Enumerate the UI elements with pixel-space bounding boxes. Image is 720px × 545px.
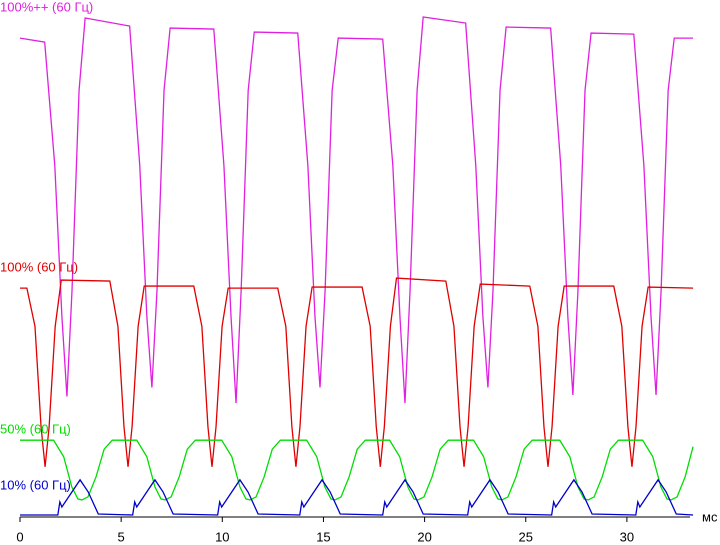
series-label: 50% (60 Гц)	[0, 421, 71, 436]
x-tick-label: 20	[417, 529, 431, 544]
x-tick-label: 25	[519, 529, 533, 544]
series-line	[19, 16, 694, 404]
series-line	[20, 439, 694, 501]
x-tick-label: 0	[16, 529, 23, 544]
x-tick-label: 30	[620, 529, 634, 544]
series-label: 100%++ (60 Гц)	[0, 0, 93, 14]
x-tick-label: 15	[316, 529, 330, 544]
series-line	[20, 277, 694, 467]
x-axis-label: мс	[702, 509, 718, 524]
series-line	[20, 478, 694, 516]
series-label: 10% (60 Гц)	[0, 477, 71, 492]
series-label: 100% (60 Гц)	[0, 259, 78, 274]
x-tick-label: 5	[118, 529, 125, 544]
x-tick-label: 10	[215, 529, 229, 544]
